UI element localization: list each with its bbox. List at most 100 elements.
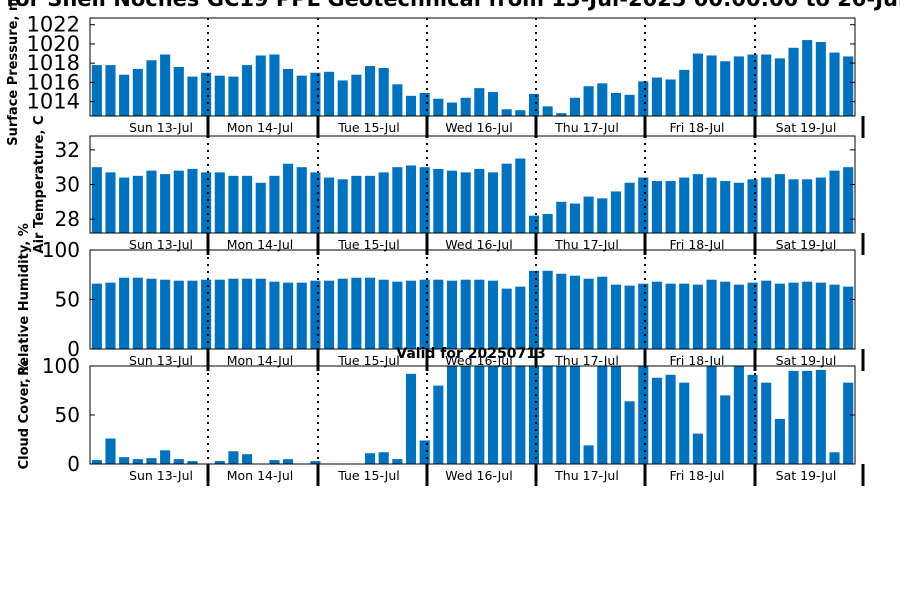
bar xyxy=(501,366,512,464)
bar xyxy=(419,92,430,116)
bar xyxy=(378,452,389,464)
bar xyxy=(283,282,294,349)
bar xyxy=(310,280,321,349)
bar xyxy=(802,281,813,349)
bar xyxy=(187,280,198,349)
bar xyxy=(119,277,130,349)
y-tick-label: 1014 xyxy=(27,90,80,114)
x-tick-label: Fri 18-Jul xyxy=(669,237,724,252)
bar xyxy=(173,280,184,349)
bar xyxy=(378,279,389,349)
y-tick-label: 0 xyxy=(67,452,80,476)
bar xyxy=(747,54,758,116)
y-tick-label: 100 xyxy=(42,354,80,378)
bar xyxy=(405,165,417,233)
bar xyxy=(624,285,635,349)
bar xyxy=(638,81,649,116)
bar xyxy=(296,75,307,116)
bar xyxy=(515,158,526,233)
chart-panel-2: 28 30 32 Sun 13-Jul Mon 14-Jul Tue 15-Jul Wed … xyxy=(32,116,865,255)
chart-panel-4: 0 50 100 Sun 13-Jul Mon 14-Jul Tue 15-Jul Wed … xyxy=(17,354,865,486)
bar xyxy=(214,172,225,233)
bar xyxy=(692,53,703,116)
bar xyxy=(351,175,362,233)
bar xyxy=(610,92,621,116)
bar xyxy=(720,395,731,464)
bar xyxy=(542,270,553,349)
bar xyxy=(665,181,676,233)
x-tick-label: Sat 19-Jul xyxy=(776,468,837,483)
bar xyxy=(597,276,608,349)
y-tick-label: 1020 xyxy=(27,32,80,56)
bar xyxy=(296,167,307,233)
bar xyxy=(624,94,635,116)
bar xyxy=(515,366,526,464)
bar xyxy=(788,179,799,233)
bar xyxy=(460,172,471,233)
bar xyxy=(446,170,458,233)
bar xyxy=(569,366,581,464)
bar xyxy=(419,440,430,464)
bar xyxy=(255,278,266,349)
bar xyxy=(242,175,253,233)
bar xyxy=(528,270,540,349)
bar xyxy=(132,459,143,464)
bar xyxy=(132,175,143,233)
y-tick-label: 32 xyxy=(55,138,80,162)
chart-panel-3: 0 50 100 Sun 13-Jul Mon 14-Jul Tue 15-Jul Wed … xyxy=(17,223,865,376)
bar xyxy=(91,283,102,349)
bar xyxy=(638,177,649,233)
bar xyxy=(228,278,239,349)
bar xyxy=(392,281,403,349)
bar xyxy=(528,366,540,464)
bar xyxy=(487,366,499,464)
bar xyxy=(187,168,198,233)
bar xyxy=(556,366,567,464)
x-tick-label: Thu 17-Jul xyxy=(554,468,619,483)
bar xyxy=(788,282,799,349)
bar xyxy=(324,71,335,116)
bar xyxy=(433,279,444,349)
bar xyxy=(146,170,157,233)
bar xyxy=(774,174,785,233)
bar xyxy=(747,282,758,349)
bar xyxy=(788,47,799,116)
bar xyxy=(405,280,417,349)
bar xyxy=(597,366,608,464)
y-tick-label: 100 xyxy=(42,238,80,262)
bar xyxy=(583,86,594,116)
bar xyxy=(528,215,540,233)
bar xyxy=(160,174,171,233)
bar xyxy=(774,418,785,464)
bar xyxy=(364,453,376,464)
x-tick-label: Sat 19-Jul xyxy=(776,120,837,135)
bar xyxy=(392,84,403,116)
bar xyxy=(378,67,389,116)
bar xyxy=(242,278,253,349)
plot-frame xyxy=(89,17,856,117)
bar xyxy=(843,167,854,233)
bar xyxy=(324,177,335,233)
bar xyxy=(501,288,512,349)
bar xyxy=(296,282,307,349)
bar xyxy=(242,454,253,464)
bar xyxy=(501,163,512,233)
y-tick-label: 1016 xyxy=(27,70,80,94)
bar xyxy=(433,385,444,464)
bar xyxy=(487,280,499,349)
bar xyxy=(351,74,362,116)
bar xyxy=(610,284,621,349)
bar xyxy=(283,459,294,464)
bar xyxy=(255,182,266,233)
bar xyxy=(160,279,171,349)
bar xyxy=(774,58,785,116)
bar xyxy=(638,283,649,349)
bar xyxy=(269,281,280,349)
bar xyxy=(214,279,225,349)
bar xyxy=(542,106,553,116)
bar xyxy=(501,109,512,116)
bar xyxy=(733,284,744,349)
bar xyxy=(624,182,635,233)
